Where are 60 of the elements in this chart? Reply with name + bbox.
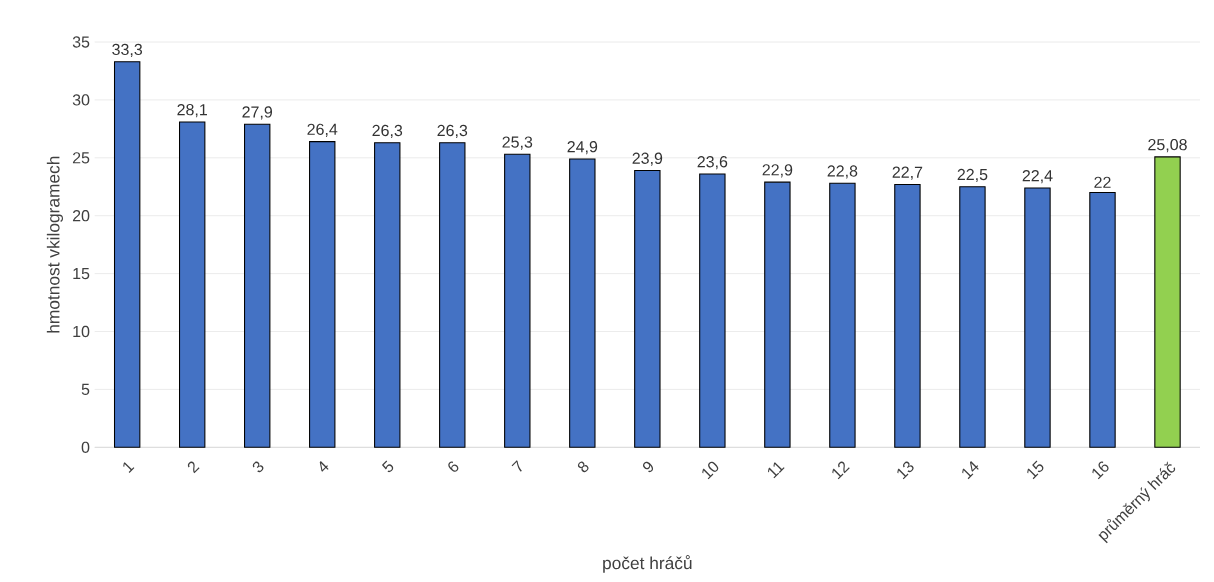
x-tick-label: 11 (767, 462, 785, 479)
x-tick-label: 14 (962, 461, 979, 480)
data-label: 22,4 (1022, 170, 1053, 184)
bar (569, 158, 596, 448)
data-label: 24,9 (567, 141, 598, 155)
bar (439, 142, 466, 448)
bar (634, 170, 661, 448)
data-label: 25,08 (1148, 138, 1187, 153)
x-axis-title: počet hráčů (603, 555, 692, 573)
data-label: 23,6 (697, 156, 728, 170)
x-tick-label: 4 (319, 461, 329, 472)
x-tick-label: 1 (123, 462, 135, 473)
bar (178, 121, 206, 448)
y-tick-label: 35 (72, 36, 90, 48)
y-tick-label: 20 (72, 210, 90, 222)
data-label: 22,8 (827, 165, 858, 179)
data-label: 22 (1094, 176, 1111, 188)
x-tick-label: 7 (511, 460, 522, 472)
x-tick-label: 12 (832, 461, 850, 480)
data-label: 26,3 (437, 124, 468, 139)
y-axis-title: hmotnost vkilogramech (46, 156, 63, 333)
data-label: 22,9 (762, 164, 793, 178)
bar (829, 182, 856, 448)
data-label: 33,3 (112, 43, 143, 57)
data-label: 26,3 (372, 124, 403, 139)
data-label: 23,9 (632, 152, 663, 166)
data-label: 26,4 (307, 123, 338, 137)
x-tick-label: 2 (187, 461, 200, 474)
x-tick-label: 10 (702, 461, 719, 480)
bar (959, 186, 986, 448)
data-label: 27,9 (242, 106, 273, 120)
bar (1089, 192, 1116, 448)
bar (244, 123, 271, 448)
y-tick-label: 25 (72, 152, 90, 164)
data-label: 25,3 (502, 136, 533, 150)
data-label: 22,5 (957, 168, 988, 183)
x-tick-label: 9 (642, 461, 654, 473)
x-tick-label: 8 (577, 461, 589, 473)
y-tick-label: 30 (72, 94, 90, 106)
bar (113, 61, 141, 448)
x-tick-label: 6 (448, 461, 459, 472)
x-tick-label: 3 (252, 461, 264, 473)
bar (309, 141, 336, 448)
bar (894, 183, 921, 448)
bar (374, 142, 401, 448)
data-label: 28,1 (177, 103, 207, 118)
y-tick-label: 5 (81, 383, 90, 395)
x-tick-label: 16 (1092, 461, 1109, 480)
y-tick-label: 15 (73, 268, 90, 280)
bar (1154, 156, 1181, 448)
data-label: 22,7 (892, 166, 923, 180)
bar (764, 181, 791, 448)
y-tick-label: 10 (73, 325, 90, 338)
x-tick-label: 5 (381, 460, 394, 473)
bar (504, 153, 531, 448)
y-tick-label: 0 (81, 441, 90, 453)
x-tick-label: 15 (1027, 460, 1044, 480)
bar (1024, 187, 1051, 448)
x-tick-label: 13 (897, 461, 914, 480)
bar (699, 173, 726, 448)
